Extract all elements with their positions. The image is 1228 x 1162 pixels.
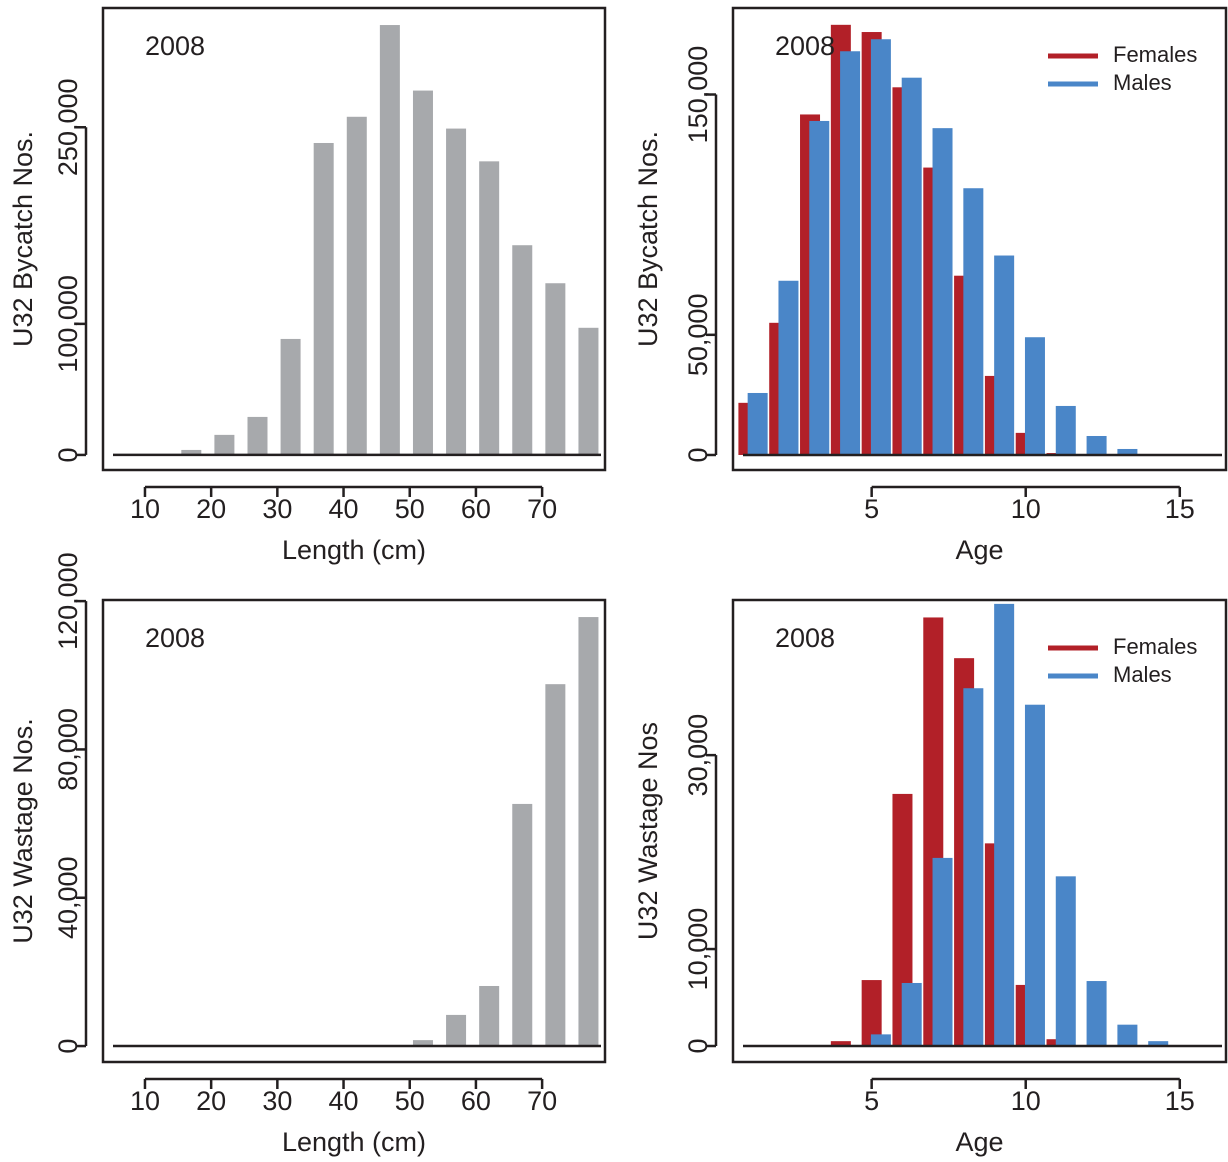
bar [446,128,467,455]
bar [994,255,1015,455]
y-axis-label: U32 Bycatch Nos. [633,131,663,347]
x-tick-label: 30 [262,1086,292,1116]
plot-box [731,598,1228,1064]
x-tick-label: 20 [196,1086,226,1116]
bar [963,188,984,455]
legend-label: Females [1113,42,1197,67]
y-tick-label: 250,000 [53,78,83,176]
x-axis-label: Age [955,535,1003,565]
bar [840,51,861,455]
bar [1117,1024,1138,1047]
y-axis-label: U32 Bycatch Nos. [8,131,38,347]
legend-label: Males [1113,662,1172,687]
x-tick-label: 60 [461,1086,491,1116]
x-axis-label: Length (cm) [282,1127,426,1157]
bar [963,688,984,1047]
bar [247,416,268,455]
x-axis-label: Length (cm) [282,535,426,565]
x-tick-label: 70 [527,1086,557,1116]
x-tick-label: 10 [1011,1086,1041,1116]
plot-box [731,6,1228,472]
x-tick-label: 5 [864,1086,879,1116]
bar [994,603,1015,1047]
bar [280,338,301,455]
x-tick-label: 70 [527,494,557,524]
y-tick-label: 100,000 [53,275,83,373]
bar [412,1040,433,1047]
y-axis-label: U32 Wastage Nos. [8,718,38,944]
legend-label: Males [1113,70,1172,95]
legend-label: Females [1113,634,1197,659]
plot-box [101,6,607,472]
y-tick-label: 0 [53,447,83,462]
y-tick-label: 120,000 [53,552,83,650]
x-tick-label: 10 [1011,494,1041,524]
bar [747,392,768,455]
bar [512,803,533,1047]
x-tick-label: 10 [130,494,160,524]
bar [479,985,500,1047]
bar [1148,1041,1169,1047]
y-tick-label: 0 [683,1038,713,1053]
bar [901,77,922,455]
bar [479,161,500,455]
bar [181,449,202,455]
bar [545,283,566,455]
x-axis-label: Age [955,1127,1003,1157]
bar [512,245,533,455]
y-tick-label: 0 [53,1039,83,1054]
bar [214,434,235,455]
bar [809,120,830,455]
x-tick-label: 60 [461,494,491,524]
bar [313,142,334,455]
bar [1086,981,1107,1047]
bar [1055,405,1076,455]
y-tick-label: 80,000 [53,708,83,791]
bar [379,25,400,455]
x-tick-label: 20 [196,494,226,524]
y-tick-label: 0 [683,447,713,462]
x-tick-label: 15 [1165,494,1195,524]
bar [1117,448,1138,455]
y-tick-label: 10,000 [683,908,713,991]
bar [901,982,922,1047]
x-tick-label: 10 [130,1086,160,1116]
bar [861,980,882,1047]
bar [870,39,891,455]
bar [1024,704,1045,1047]
bar [346,116,367,455]
y-tick-label: 150,000 [683,46,713,144]
x-tick-label: 50 [395,1086,425,1116]
y-tick-label: 50,000 [683,294,713,377]
x-tick-label: 50 [395,494,425,524]
bar [578,617,599,1047]
x-tick-label: 30 [262,494,292,524]
annotation: 2008 [775,623,835,653]
annotation: 2008 [775,31,835,61]
y-axis-label: U32 Wastage Nos [633,722,663,940]
bar [830,1041,851,1047]
annotation: 2008 [145,623,205,653]
bar [578,327,599,455]
y-tick-label: 30,000 [683,714,713,797]
bar [932,857,953,1047]
bar [1086,435,1107,455]
y-tick-label: 40,000 [53,856,83,939]
x-tick-label: 40 [329,494,359,524]
annotation: 2008 [145,31,205,61]
x-tick-label: 40 [329,1086,359,1116]
x-tick-label: 5 [864,494,879,524]
bar [932,128,953,455]
plot-box [101,598,607,1064]
bar [412,90,433,455]
bar [870,1034,891,1047]
bar [1055,876,1076,1047]
bar [1024,337,1045,455]
x-tick-label: 15 [1165,1086,1195,1116]
bar [778,280,799,455]
bar [545,684,566,1047]
bar [446,1014,467,1047]
